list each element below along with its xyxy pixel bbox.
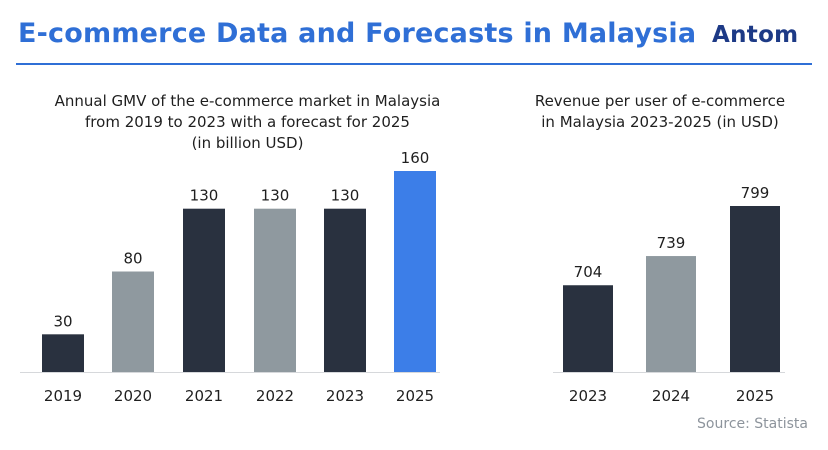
- revenue-bar-2023: [563, 285, 613, 372]
- gmv-data-label: 160: [401, 149, 430, 167]
- gmv-bar-2019: [42, 334, 84, 372]
- logo-text: Antom: [712, 22, 799, 48]
- revenue-x-tick-label: 2024: [652, 387, 690, 405]
- gmv-chart-title-line: (in billion USD): [191, 134, 304, 152]
- gmv-bar-2021: [183, 208, 225, 372]
- revenue-bar-2025: [730, 206, 780, 372]
- revenue-data-label: 704: [574, 263, 603, 281]
- gmv-x-tick-label: 2019: [44, 387, 82, 405]
- gmv-x-tick-label: 2022: [256, 387, 294, 405]
- revenue-x-tick-label: 2025: [736, 387, 774, 405]
- revenue-x-tick-label: 2023: [569, 387, 607, 405]
- gmv-x-tick-label: 2023: [326, 387, 364, 405]
- gmv-bar-2020: [112, 271, 154, 372]
- source-note: Source: Statista: [697, 416, 808, 432]
- gmv-x-tick-label: 2025: [396, 387, 434, 405]
- revenue-chart-title-line: Revenue per user of e-commerce: [534, 92, 786, 110]
- gmv-x-tick-label: 2020: [114, 387, 152, 405]
- revenue-chart-title-line: in Malaysia 2023-2025 (in USD): [541, 113, 779, 131]
- gmv-chart-title-line: from 2019 to 2023 with a forecast for 20…: [85, 113, 410, 131]
- gmv-data-label: 130: [190, 187, 219, 205]
- revenue-chart-title: Revenue per user of e-commerce in Malays…: [520, 91, 800, 133]
- header-divider: [16, 63, 812, 65]
- gmv-chart-title-line: Annual GMV of the e-commerce market in M…: [54, 92, 441, 110]
- gmv-data-label: 80: [123, 250, 142, 268]
- gmv-data-label: 130: [261, 187, 290, 205]
- revenue-data-label: 739: [657, 234, 686, 252]
- gmv-bar-2023: [324, 208, 366, 372]
- gmv-bar-2022: [254, 208, 296, 372]
- gmv-bar-2025: [394, 171, 436, 372]
- antom-logo: Antom: [712, 22, 812, 52]
- gmv-x-tick-label: 2021: [185, 387, 223, 405]
- gmv-data-label: 30: [53, 312, 72, 330]
- revenue-bar-2024: [646, 256, 696, 372]
- gmv-data-label: 130: [331, 187, 360, 205]
- gmv-chart-title: Annual GMV of the e-commerce market in M…: [20, 91, 475, 154]
- revenue-data-label: 799: [741, 184, 770, 202]
- page-title: E-commerce Data and Forecasts in Malaysi…: [18, 18, 697, 49]
